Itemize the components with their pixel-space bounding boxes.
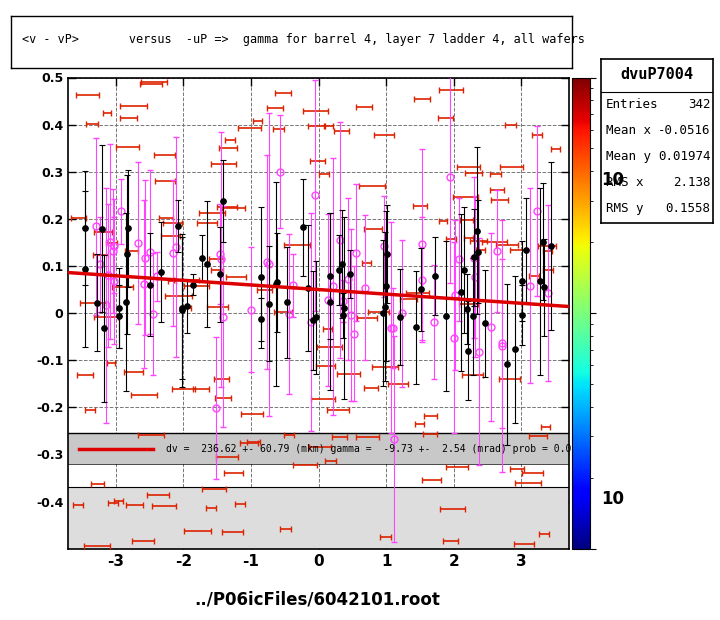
- Bar: [68, 433, 569, 464]
- Text: dv =  236.62 +- 60.79 (mkm) gamma =  -9.73 +-  2.54 (mrad) prob = 0.011: dv = 236.62 +- 60.79 (mkm) gamma = -9.73…: [166, 443, 584, 454]
- Text: 342: 342: [688, 99, 711, 112]
- Text: 2.138: 2.138: [673, 176, 711, 189]
- Text: RMS y: RMS y: [606, 202, 643, 215]
- Text: ../P06icFiles/6042101.root: ../P06icFiles/6042101.root: [194, 590, 440, 608]
- Text: Entries: Entries: [606, 99, 658, 112]
- Text: 0.01974: 0.01974: [658, 150, 711, 163]
- Text: -0.0516: -0.0516: [658, 124, 711, 137]
- Text: RMS x: RMS x: [606, 176, 643, 189]
- Text: 10: 10: [601, 170, 624, 189]
- Text: Mean y: Mean y: [606, 150, 651, 163]
- Text: dvuP7004: dvuP7004: [621, 67, 693, 82]
- Text: <v - vP>       versus  -uP =>  gamma for barrel 4, layer 7 ladder 4, all wafers: <v - vP> versus -uP => gamma for barrel …: [22, 33, 585, 46]
- Bar: [68, 487, 569, 549]
- Text: 10: 10: [601, 490, 624, 508]
- Text: Mean x: Mean x: [606, 124, 651, 137]
- Text: 0.1558: 0.1558: [665, 202, 711, 215]
